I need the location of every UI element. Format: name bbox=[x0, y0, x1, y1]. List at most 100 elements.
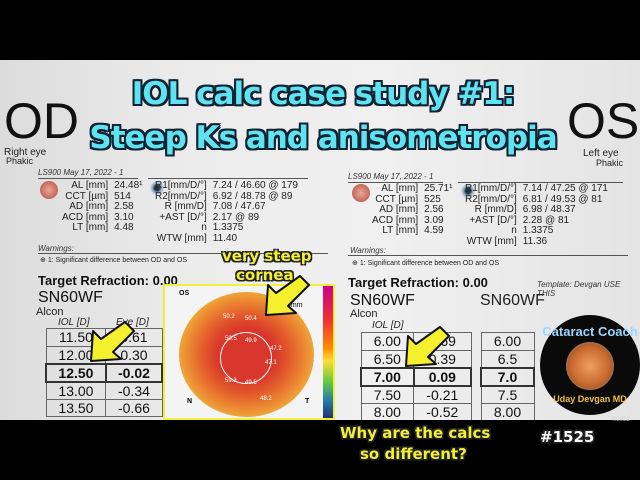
field-label: R2[mm/D/°] bbox=[465, 193, 517, 205]
copyright: ©2022 bbox=[612, 417, 630, 423]
arrow-icon bbox=[405, 326, 450, 367]
field-label: AD [mm] bbox=[379, 204, 419, 215]
value: 11.40 bbox=[212, 232, 238, 244]
topo-value: 47.2 bbox=[270, 346, 282, 352]
od-biometry: AL [mm] 24.48¹ CCT [µm] 514 AD [mm] 2.58 ACD [… bbox=[62, 180, 143, 234]
field-label: R1[mm/D/°] bbox=[465, 183, 517, 194]
eye-cornea-icon bbox=[150, 181, 164, 195]
table-row[interactable]: 12.50 -0.02 bbox=[45, 362, 164, 383]
value: 24.48¹ bbox=[114, 180, 143, 191]
field-label: WTW [mm] bbox=[156, 232, 207, 244]
value: 1.3375 bbox=[212, 222, 244, 233]
topo-t: T bbox=[305, 398, 310, 405]
iol-value: 12.50 bbox=[45, 362, 107, 383]
arrow-icon bbox=[265, 275, 310, 316]
value: 7.14 / 47.25 @ 171 bbox=[522, 183, 608, 194]
od-col-iol: IOL [D] bbox=[58, 317, 90, 328]
od-warning: ⊕ 1: Significant difference between OD a… bbox=[40, 257, 187, 264]
value: 25.71¹ bbox=[424, 183, 453, 194]
iol-value: 7.5 bbox=[480, 385, 535, 404]
os-keratometry: R1[mm/D/°] 7.14 / 47.25 @ 171 R2[mm/D/°] 6.… bbox=[465, 183, 608, 247]
topo-eye: OS bbox=[179, 290, 190, 297]
topo-value: 50.4 bbox=[245, 316, 257, 322]
cataract-coach-logo: Cataract Coach Uday Devgan MD bbox=[540, 315, 640, 415]
topo-value: 59.3 bbox=[225, 378, 237, 384]
annotation-different: so different? bbox=[360, 445, 467, 463]
eye-value: -0.34 bbox=[105, 381, 163, 400]
warning-text: 1: Significant difference between OD and… bbox=[47, 257, 187, 264]
os-maker: Alcon bbox=[350, 308, 378, 320]
field-label: +AST [D/°] bbox=[469, 214, 517, 226]
value: 3.09 bbox=[424, 214, 444, 226]
os-col-iol: IOL [D] bbox=[372, 320, 404, 331]
field-label: WTW [mm] bbox=[466, 235, 517, 247]
value: 6.98 / 48.37 bbox=[522, 204, 576, 215]
field-label: CCT [µm] bbox=[65, 190, 109, 202]
os-iol-table-2: 6.00 6.5 7.0 7.5 8.00 bbox=[480, 332, 535, 420]
arrow-icon bbox=[90, 321, 135, 362]
field-label: AL [mm] bbox=[381, 183, 419, 194]
value: 7.08 / 47.67 bbox=[212, 201, 266, 212]
field-label: n bbox=[511, 225, 517, 236]
topo-value: 47.1 bbox=[265, 360, 277, 366]
value: 6.92 / 48.78 @ 89 bbox=[212, 190, 293, 202]
logo-eye-icon bbox=[566, 342, 614, 390]
value: 1.3375 bbox=[522, 225, 554, 236]
annotation-why: Why are the calcs bbox=[340, 424, 491, 442]
value: 514 bbox=[114, 190, 131, 202]
table-row[interactable]: 8.00 -0.52 bbox=[360, 402, 472, 420]
value: 4.59 bbox=[424, 225, 444, 236]
topo-n: N bbox=[187, 398, 193, 405]
od-device: LS900 May 17, 2022 - 1 bbox=[38, 168, 124, 177]
field-label: +AST [D/°] bbox=[159, 211, 207, 223]
table-row[interactable]: 7.00 0.09 bbox=[360, 366, 473, 387]
color-scale-bar bbox=[323, 286, 333, 418]
topo-scale: 9mm bbox=[287, 302, 303, 309]
od-label: OD bbox=[4, 93, 79, 149]
value: 2.58 bbox=[114, 201, 134, 212]
title-line-2: Steep Ks and anisometropia bbox=[89, 120, 557, 156]
table-row[interactable]: 13.50 -0.66 bbox=[45, 398, 163, 417]
os-eye: Left eye bbox=[583, 148, 619, 159]
topo-value: 50.5 bbox=[225, 336, 237, 342]
table-row[interactable]: 7.5 bbox=[480, 385, 535, 404]
field-label: AD [mm] bbox=[69, 201, 109, 212]
eye-value: -0.02 bbox=[104, 362, 164, 383]
value: 11.36 bbox=[522, 235, 548, 247]
logo-bottom-text: Uday Devgan MD bbox=[553, 394, 627, 404]
table-row[interactable]: 13.00 -0.34 bbox=[45, 381, 163, 400]
table-row[interactable]: 11.50 0.61 bbox=[45, 328, 163, 347]
od-maker: Alcon bbox=[36, 306, 64, 318]
os-label: OS bbox=[567, 93, 640, 149]
od-eye: Right eye bbox=[4, 147, 47, 158]
value: 4.48 bbox=[114, 222, 134, 233]
field-label: R2[mm/D/°] bbox=[155, 190, 207, 202]
field-label: LT [mm] bbox=[72, 222, 109, 233]
os-warnings-label: Warnings: bbox=[350, 246, 386, 255]
table-row[interactable]: 8.00 bbox=[480, 402, 535, 420]
iol-value: 11.50 bbox=[45, 328, 107, 347]
table-row[interactable]: 7.0 bbox=[480, 366, 535, 387]
warning-text: 1: Significant difference between OD and… bbox=[359, 260, 499, 267]
value: 2.17 @ 89 bbox=[212, 211, 260, 223]
field-label: ACD [mm] bbox=[372, 214, 419, 226]
os-warning: ⊕ 1: Significant difference between OD a… bbox=[352, 260, 499, 267]
field-label: n bbox=[201, 222, 207, 233]
topo-value: 50.2 bbox=[223, 314, 235, 320]
value: 2.28 @ 81 bbox=[522, 214, 570, 226]
os-biometry: AL [mm] 25.71¹ CCT [µm] 525 AD [mm] 2.56 ACD [… bbox=[372, 183, 453, 237]
topo-value: 49.5 bbox=[245, 380, 257, 386]
od-lens: SN60WF bbox=[38, 289, 103, 306]
pupil-circle bbox=[220, 332, 272, 384]
os-lens: SN60WF bbox=[350, 292, 415, 309]
eye-lens-icon bbox=[40, 181, 58, 199]
annotation-cornea: cornea bbox=[236, 266, 294, 284]
annotation-very-steep: very steep bbox=[222, 247, 312, 265]
od-iol-table: 11.50 0.61 12.00 0.30 12.50 -0.02 13.00 -0.34 13… bbox=[45, 328, 164, 417]
iol-value: 13.00 bbox=[45, 381, 107, 400]
os-target-refraction: Target Refraction: 0.00 bbox=[348, 275, 488, 290]
os-device: LS900 May 17, 2022 - 1 bbox=[348, 172, 434, 181]
eye-value: -0.66 bbox=[105, 398, 163, 417]
logo-top-text: Cataract Coach bbox=[542, 324, 638, 339]
